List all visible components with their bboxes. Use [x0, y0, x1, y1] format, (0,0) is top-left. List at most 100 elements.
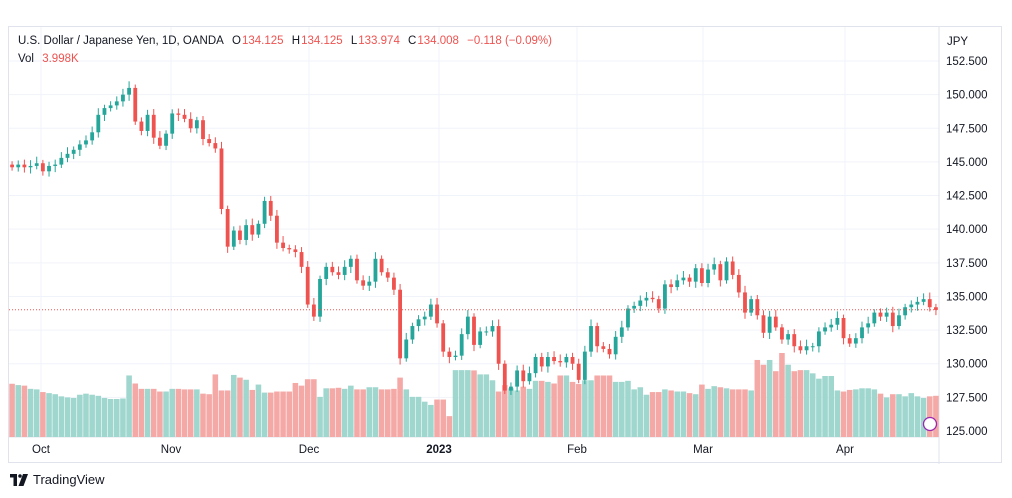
- volume-bar: [409, 396, 416, 437]
- candle-body: [379, 258, 384, 273]
- volume-bar: [138, 388, 145, 437]
- volume-bar: [101, 397, 108, 437]
- volume-legend: Vol 3.998K: [18, 53, 80, 65]
- volume-bar: [803, 370, 810, 437]
- volume-bar: [502, 385, 508, 437]
- volume-bar: [668, 390, 674, 437]
- candle-body: [164, 133, 168, 146]
- volume-bar: [249, 389, 256, 437]
- volume-bar: [791, 371, 798, 437]
- candle-body: [361, 280, 366, 286]
- volume-bar: [563, 375, 570, 437]
- candle-body: [767, 316, 772, 333]
- candle-body: [810, 346, 815, 348]
- candle-body: [65, 153, 70, 158]
- volume-bar: [643, 394, 650, 437]
- candle-body: [780, 327, 784, 340]
- candle-body: [53, 164, 58, 166]
- candle-body: [59, 157, 64, 165]
- y-tick-label: 140.000: [946, 224, 988, 236]
- candle-body: [472, 316, 476, 345]
- candle-body: [638, 300, 643, 306]
- volume-bar: [378, 389, 385, 437]
- candle-body: [157, 137, 162, 146]
- tradingview-logo-icon[interactable]: [10, 473, 28, 486]
- volume-bar: [890, 394, 896, 437]
- volume-bar: [311, 379, 317, 437]
- volume-bar: [933, 395, 939, 437]
- volume-bar: [120, 398, 126, 437]
- y-tick-label: 125.000: [946, 426, 988, 438]
- candle-body: [225, 209, 230, 247]
- candle-body: [619, 327, 624, 337]
- low-label: L: [350, 35, 358, 47]
- candle-body: [90, 132, 95, 141]
- candle-body: [884, 312, 889, 317]
- event-marker-icon[interactable]: [922, 416, 938, 432]
- volume-label[interactable]: Vol: [18, 53, 34, 65]
- volume-bar: [514, 390, 520, 437]
- volume-bar: [902, 396, 908, 437]
- candle-body: [330, 266, 335, 273]
- candle-body: [552, 357, 556, 362]
- volume-bar: [46, 393, 52, 437]
- volume-bar: [877, 393, 884, 437]
- volume-bar: [686, 393, 693, 437]
- candle-body: [829, 324, 834, 328]
- currency-label: JPY: [947, 36, 968, 48]
- x-tick-label: Dec: [299, 444, 320, 456]
- volume-bar: [594, 375, 600, 437]
- candle-body: [730, 261, 735, 275]
- volume-bar: [231, 374, 237, 437]
- candle-body: [595, 326, 600, 347]
- volume-bar: [354, 389, 360, 437]
- candle-body: [927, 299, 932, 308]
- chart-area[interactable]: JPY 152.500 150.000 147.500 145.000 142.500 14…: [9, 27, 1003, 464]
- candle-body: [521, 370, 526, 382]
- candle-body: [139, 121, 144, 131]
- volume-bar: [748, 390, 754, 437]
- volume-bar: [619, 381, 625, 437]
- candle-body: [275, 215, 279, 243]
- volume-bar: [465, 370, 471, 437]
- candle-body: [656, 299, 661, 309]
- candle-body: [281, 242, 285, 249]
- candle-body: [133, 87, 138, 122]
- volume-bar: [348, 385, 354, 437]
- volume-bar: [403, 389, 410, 437]
- candle-body: [348, 258, 353, 267]
- x-tick-label: Nov: [161, 444, 182, 456]
- volume-bar: [194, 389, 200, 437]
- volume-bar: [341, 388, 348, 437]
- y-tick-label: 130.000: [946, 359, 988, 371]
- candle-body: [84, 140, 88, 145]
- candle-body: [823, 327, 827, 332]
- high-value: 134.125: [301, 35, 343, 47]
- change-value: −0.118 (−0.09%): [467, 35, 552, 47]
- volume-bar: [255, 384, 262, 437]
- x-tick-label: Mar: [693, 444, 713, 456]
- volume-bar: [742, 389, 748, 437]
- volume-bar: [428, 404, 434, 437]
- volume-bar: [58, 396, 65, 437]
- volume-bar: [471, 370, 477, 437]
- candle-body: [675, 280, 680, 288]
- volume-bar: [711, 386, 717, 437]
- tradingview-brand[interactable]: TradingView: [33, 472, 105, 487]
- y-tick-label: 152.500: [946, 56, 988, 68]
- volume-bar: [33, 389, 40, 437]
- volume-bar: [415, 396, 422, 437]
- volume-bar: [655, 392, 662, 437]
- low-value: 133.974: [358, 35, 400, 47]
- symbol-label[interactable]: U.S. Dollar / Japanese Yen, 1D, OANDA: [18, 35, 224, 47]
- volume-bar: [163, 391, 169, 437]
- candle-body: [435, 304, 439, 324]
- volume-bar: [323, 388, 329, 437]
- volume-bar: [773, 371, 779, 437]
- y-tick-label: 142.500: [946, 191, 988, 203]
- volume-bar: [114, 399, 120, 437]
- volume-bar: [132, 383, 139, 437]
- volume-value: 3.998K: [42, 53, 79, 65]
- volume-bar: [809, 373, 816, 437]
- candle-body: [373, 258, 378, 282]
